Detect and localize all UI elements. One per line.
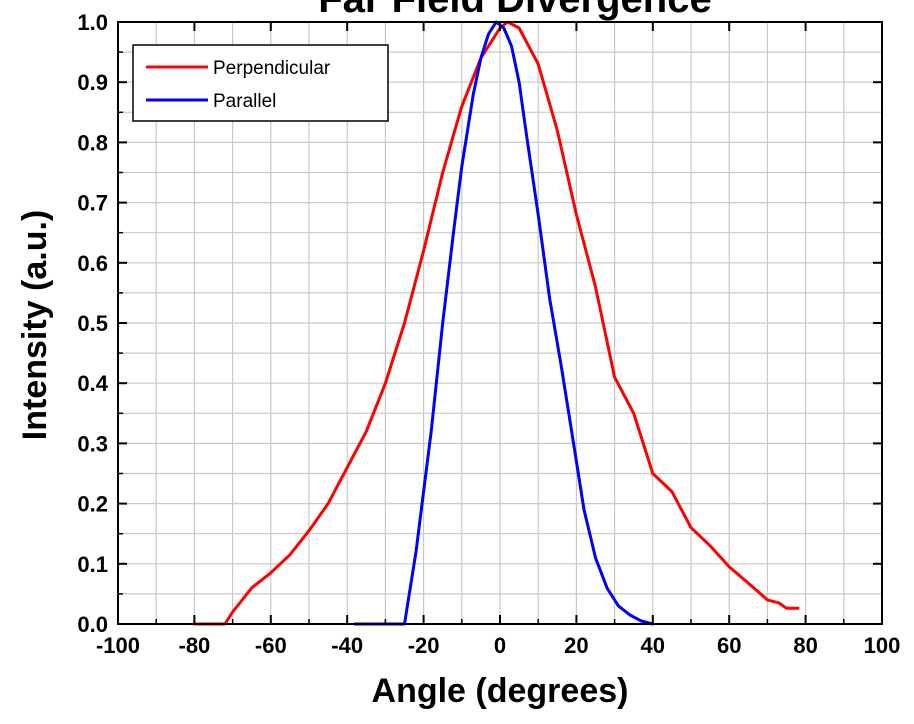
y-axis-title: Intensity (a.u.) — [16, 210, 54, 440]
legend-label-parallel: Parallel — [213, 91, 276, 112]
y-tick-label: 0.1 — [77, 552, 108, 577]
y-tick-label: 1.0 — [77, 10, 108, 35]
x-tick-label: 60 — [717, 633, 741, 658]
x-tick-label: 40 — [641, 633, 665, 658]
y-tick-label: 0.7 — [77, 191, 108, 216]
y-tick-label: 0.9 — [77, 70, 108, 95]
y-tick-label: 0.4 — [77, 371, 108, 396]
y-tick-label: 0.8 — [77, 130, 108, 155]
labels-layer: -100 -80 -60 -40 -20 0 20 40 60 80 100 0.0 0.1 0.2 0.3… — [77, 10, 900, 658]
x-axis-title: Angle (degrees) — [372, 672, 629, 710]
y-tick-label: 0.2 — [77, 492, 108, 517]
y-tick-label: 0.6 — [77, 251, 108, 276]
series-line-parallel — [353, 20, 655, 626]
y-tick-label: 0.5 — [77, 311, 108, 336]
chart-title: Far Field Divergence — [318, 0, 711, 21]
x-tick-label: -100 — [96, 633, 140, 658]
x-tick-label: -40 — [331, 633, 363, 658]
x-tick-label: 100 — [864, 633, 901, 658]
x-tick-label: -60 — [255, 633, 287, 658]
legend: Perpendicular Parallel — [132, 44, 389, 122]
grid-layer — [118, 22, 882, 624]
x-tick-label: -80 — [179, 633, 211, 658]
x-tick-label: 80 — [793, 633, 817, 658]
x-tick-label: -20 — [408, 633, 440, 658]
x-tick-label: 20 — [564, 633, 588, 658]
legend-box — [132, 44, 389, 122]
y-tick-label: 0.3 — [77, 431, 108, 456]
y-tick-label: 0.0 — [77, 612, 108, 637]
legend-label-perpendicular: Perpendicular — [213, 58, 331, 79]
x-tick-label: 0 — [494, 633, 506, 658]
axis-layer — [117, 21, 883, 625]
